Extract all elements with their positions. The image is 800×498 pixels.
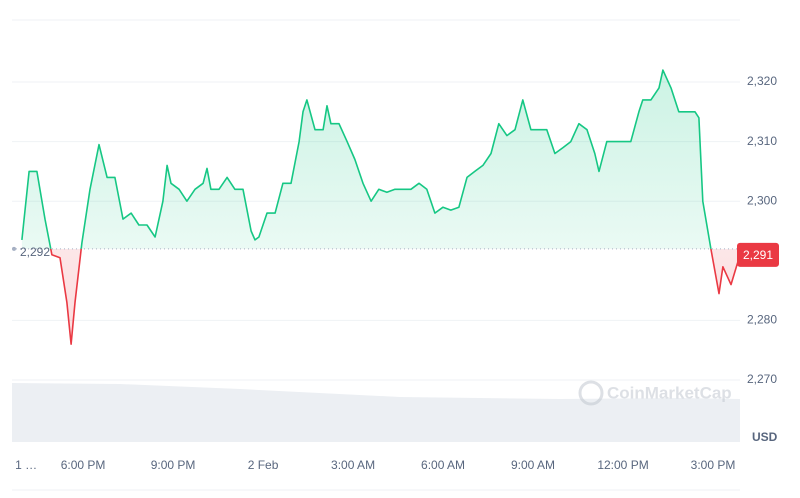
y-tick-label: 2,280 [747,313,777,327]
y-tick-label: 2,270 [747,372,777,386]
x-tick-label: 3:00 PM [691,458,736,472]
y-tick-label: 2,320 [747,74,777,88]
watermark: CoinMarketCap [578,380,732,406]
currency-label: USD [752,430,778,444]
x-tick-label: 3:00 AM [331,458,375,472]
x-tick-label: 6:00 PM [61,458,106,472]
x-tick-label: 9:00 PM [151,458,196,472]
volume-area [12,383,740,442]
watermark-text: CoinMarketCap [607,383,732,402]
y-tick-label: 2,310 [747,134,777,148]
watermark-logo [578,380,604,406]
current-price-badge [737,242,779,267]
baseline-label: 2,292 [20,245,50,259]
price-line-up [21,69,712,249]
x-tick-label: 9:00 AM [511,458,555,472]
baseline-dot [12,246,16,251]
current-price-label: 2,291 [743,248,773,262]
x-tick-label: 2 Feb [248,458,279,472]
x-tick-label: 1 … [15,458,37,472]
x-tick-label: 12:00 PM [597,458,648,472]
x-tick-label: 6:00 AM [421,458,465,472]
area-up [21,70,740,249]
y-tick-label: 2,300 [747,193,777,207]
